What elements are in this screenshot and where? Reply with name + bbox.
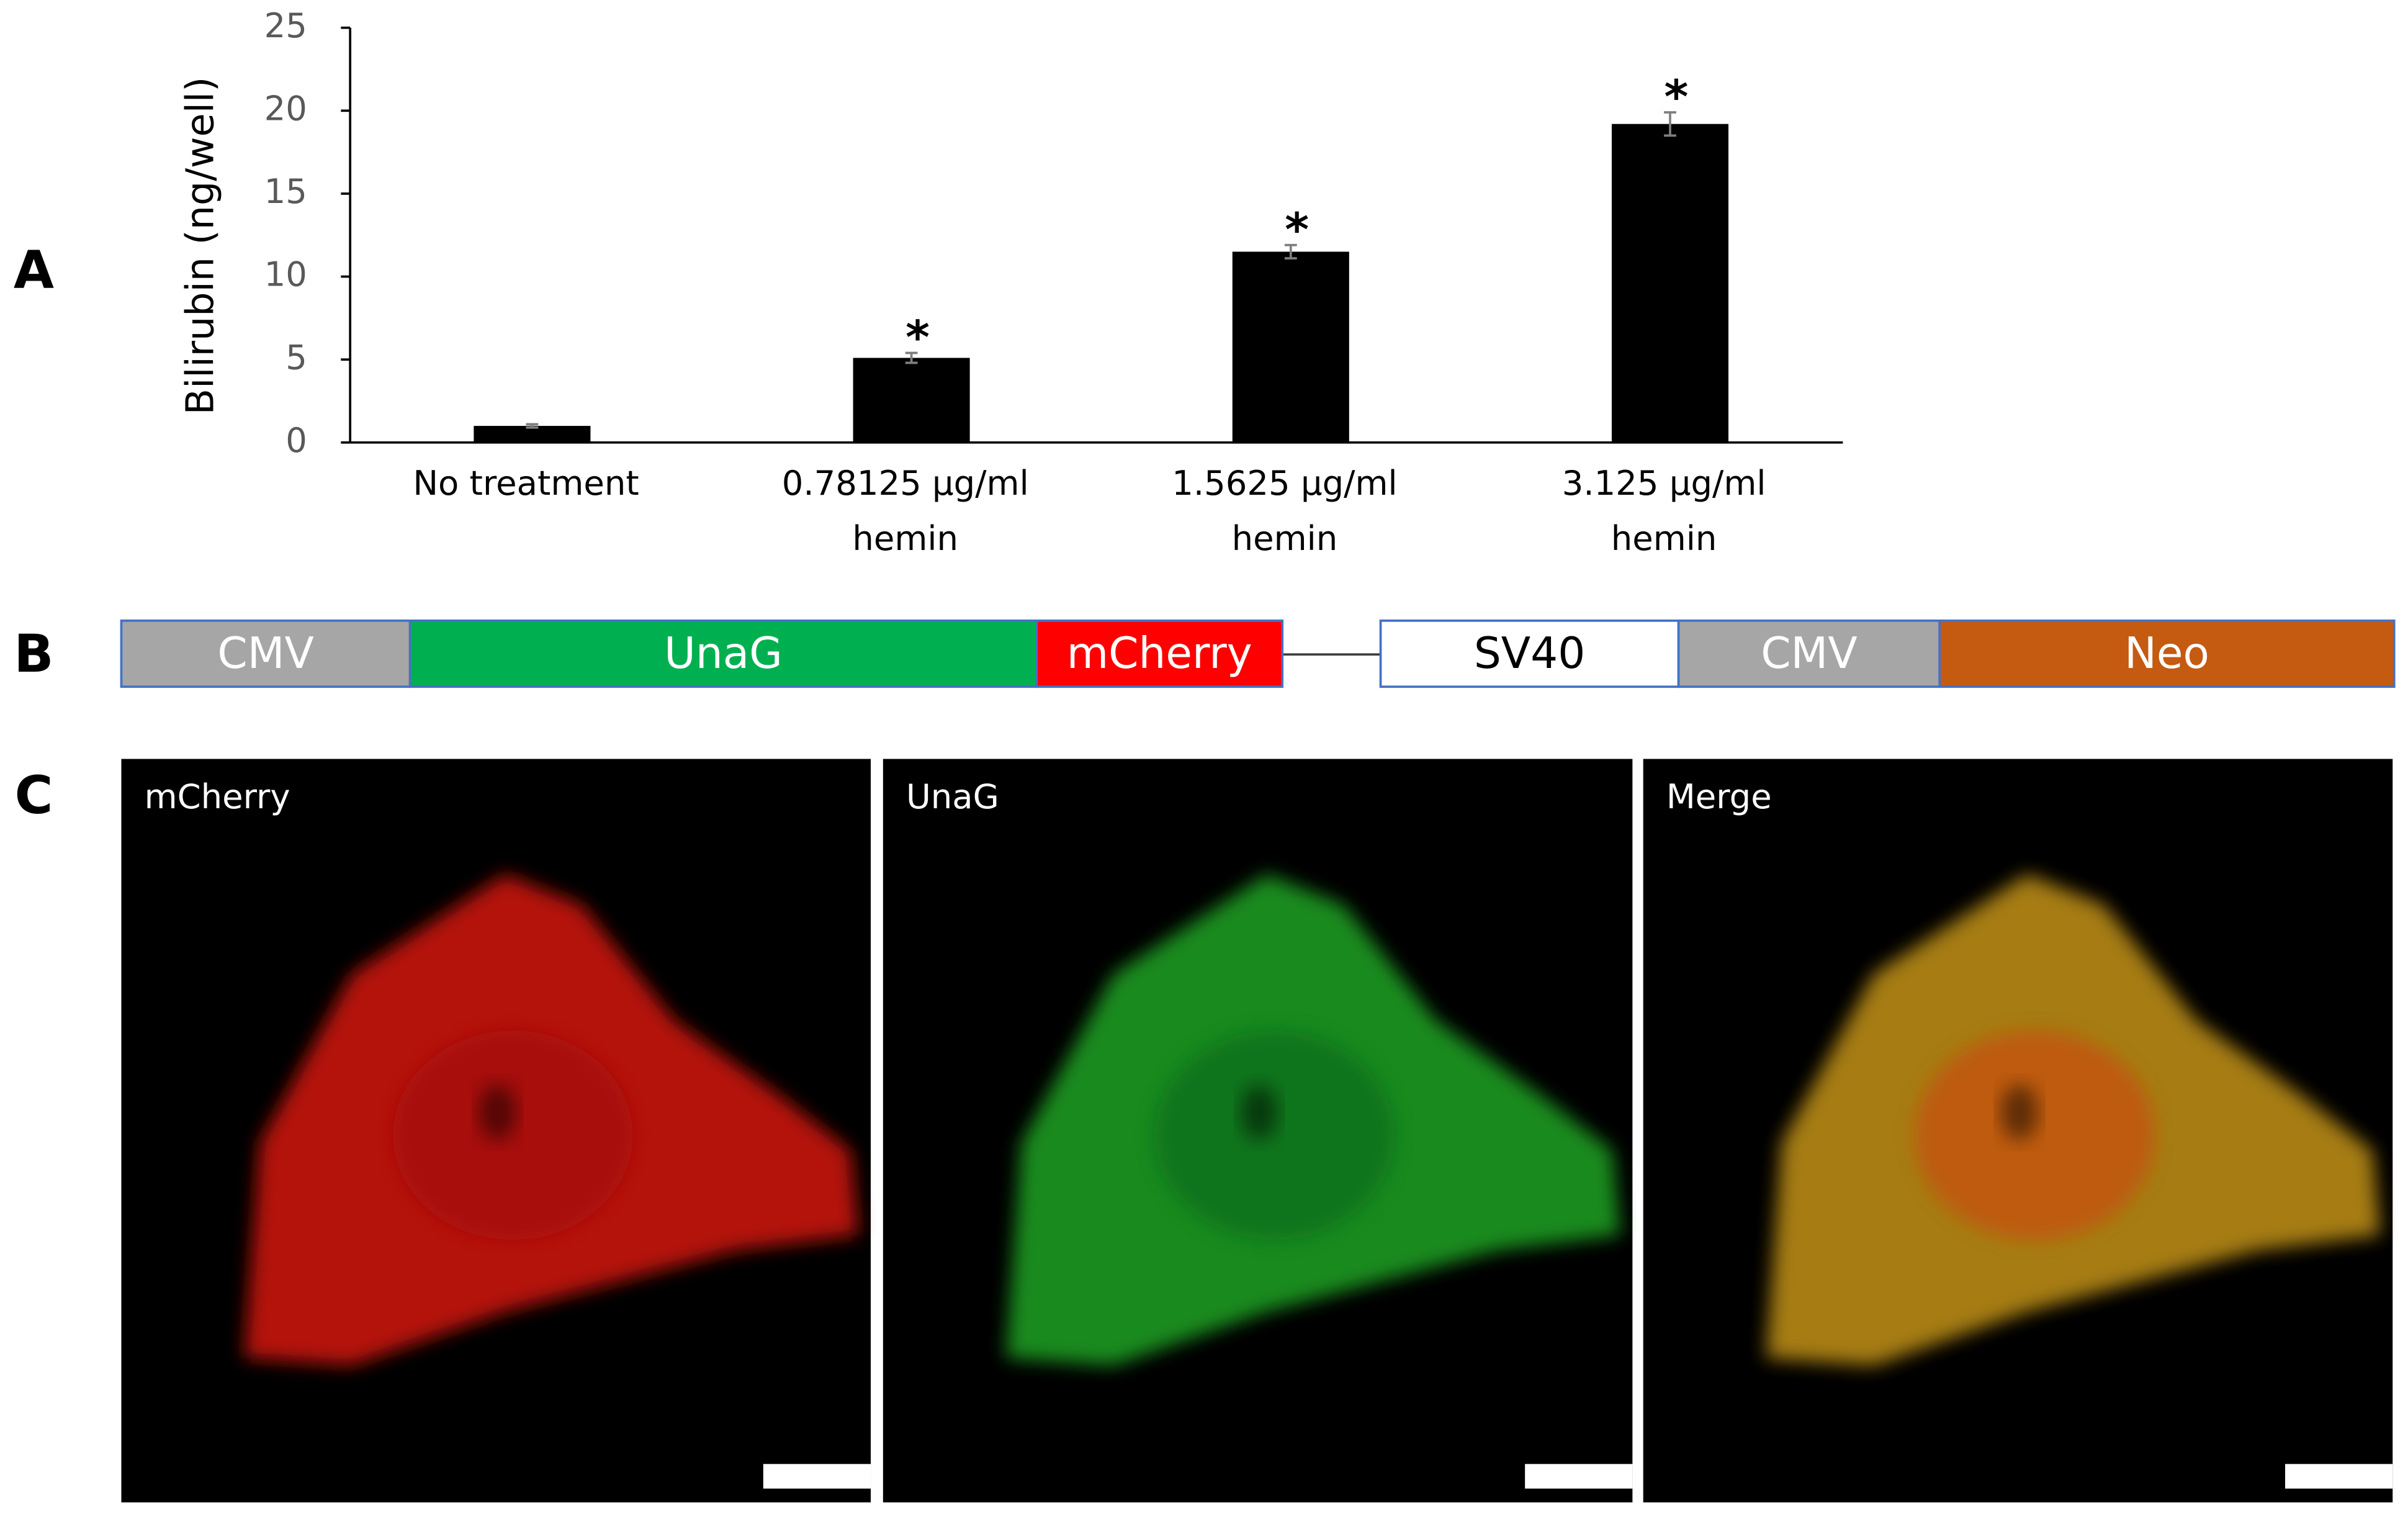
x-tick-label: 0.78125 μg/ml hemin xyxy=(782,463,1029,558)
bar xyxy=(1611,124,1729,443)
scale-bar xyxy=(2285,1464,2393,1489)
y-tick-label: 20 xyxy=(264,88,307,128)
nucleus xyxy=(393,1030,633,1240)
segment-label: SV40 xyxy=(1474,629,1586,679)
micrograph: UnaG xyxy=(883,759,1633,1503)
x-tick-label: 1.5625 μg/ml hemin xyxy=(1172,463,1397,558)
image-label: UnaG xyxy=(906,777,999,816)
bar-chart: 0 5 10 15 20 25 No treatment 0.78125 μg/ml hemin… xyxy=(264,6,1843,558)
segment xyxy=(408,619,1038,688)
error-bar xyxy=(1664,111,1676,137)
error-bar xyxy=(1284,243,1297,260)
y-tick-label: 25 xyxy=(264,6,307,45)
micrograph: Merge xyxy=(1643,759,2393,1503)
nucleolus xyxy=(2001,1084,2038,1140)
nucleolus xyxy=(479,1084,516,1140)
y-axis-label: Bilirubin (ng/well) xyxy=(178,77,223,415)
y-tick-label: 15 xyxy=(264,171,307,211)
segment-label: Neo xyxy=(2124,629,2209,679)
segment xyxy=(1035,619,1284,688)
x-tick-label: No treatment xyxy=(413,463,639,503)
nucleus xyxy=(1154,1030,1395,1240)
segment-label: CMV xyxy=(1761,629,1858,679)
error-bar xyxy=(526,423,539,429)
panel-label: B xyxy=(14,623,53,684)
panel-label: A xyxy=(14,240,54,300)
construct-diagram xyxy=(120,619,2396,688)
segment-label: UnaG xyxy=(664,629,783,679)
image-label: mCherry xyxy=(145,777,290,816)
significance-marker: * xyxy=(905,310,930,364)
y-tick-label: 0 xyxy=(285,420,307,460)
bar xyxy=(853,358,970,443)
y-tick-label: 10 xyxy=(264,255,307,294)
significance-marker: * xyxy=(1664,70,1688,124)
x-tick-label: 3.125 μg/ml hemin xyxy=(1562,463,1766,558)
scale-bar xyxy=(763,1464,871,1489)
segment xyxy=(1938,619,2396,688)
segment xyxy=(120,619,411,688)
panel-label: C xyxy=(15,765,53,826)
significance-marker: * xyxy=(1285,202,1309,256)
segment-label: CMV xyxy=(217,629,314,679)
nucleus xyxy=(1915,1030,2155,1240)
micrographs: mCherry UnaG Merge xyxy=(121,759,2393,1503)
segment xyxy=(1379,619,1680,688)
nucleolus xyxy=(1241,1084,1278,1140)
error-bar xyxy=(905,351,918,364)
segment-label: mCherry xyxy=(1067,629,1252,679)
scale-bar xyxy=(1525,1464,1633,1489)
bar xyxy=(1232,251,1349,443)
micrograph: mCherry xyxy=(121,759,871,1503)
image-label: Merge xyxy=(1666,777,1772,816)
y-tick-label: 5 xyxy=(285,337,307,377)
